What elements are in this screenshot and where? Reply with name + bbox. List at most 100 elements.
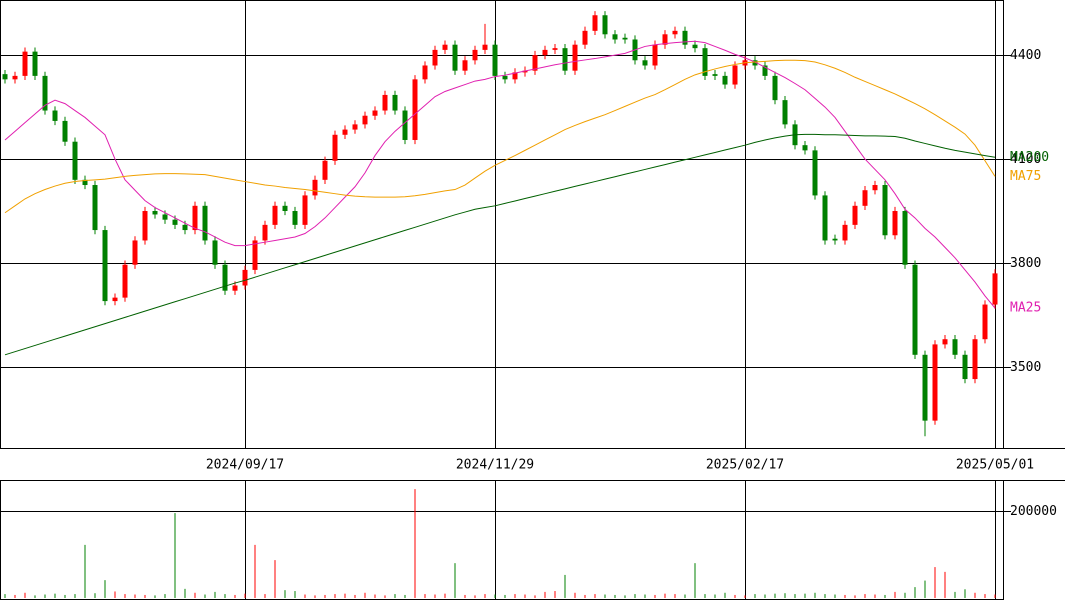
candle-body xyxy=(492,44,498,76)
volume-bar xyxy=(824,594,826,598)
volume-bar xyxy=(664,593,666,598)
volume-bar xyxy=(674,594,676,598)
y-tick-label: 200000 xyxy=(1010,504,1057,519)
candle-body xyxy=(512,72,518,80)
candle-body xyxy=(862,190,868,206)
candle-body xyxy=(452,44,458,71)
volume-bar xyxy=(254,544,256,598)
candle-body xyxy=(322,160,328,180)
ma-label: MA25 xyxy=(1010,301,1041,316)
volume-bar xyxy=(304,594,306,598)
volume-bar xyxy=(324,594,326,598)
volume-bar xyxy=(564,574,566,598)
volume-bar xyxy=(434,594,436,598)
volume-bar xyxy=(524,594,526,598)
candle-body xyxy=(932,344,938,421)
candle-body xyxy=(312,179,318,196)
volume-bar xyxy=(724,592,726,598)
volume-bar xyxy=(4,594,6,598)
volume-bar xyxy=(964,589,966,598)
candle-body xyxy=(382,94,388,111)
candle-body xyxy=(592,15,598,31)
volume-bar xyxy=(44,594,46,598)
candle-body xyxy=(572,44,578,71)
volume-bar xyxy=(924,580,926,598)
volume-bar xyxy=(644,594,646,598)
candle-body xyxy=(442,44,448,50)
y-tick-label: 4100 xyxy=(1010,152,1041,167)
candle-body xyxy=(842,224,848,241)
volume-bar xyxy=(124,594,126,598)
y-tick-label: 4400 xyxy=(1010,48,1041,63)
ma-line xyxy=(4,59,996,214)
volume-bar xyxy=(424,594,426,598)
candle-body xyxy=(802,145,808,151)
candle-body xyxy=(172,219,178,225)
ma-label: MA75 xyxy=(1010,169,1041,184)
x-tick-label: 2025/05/01 xyxy=(956,458,1034,473)
volume-bar xyxy=(474,595,476,598)
candle-body xyxy=(662,34,668,45)
volume-bar xyxy=(614,594,616,598)
volume-bar xyxy=(274,560,276,598)
candle-body xyxy=(692,44,698,49)
candle-body xyxy=(352,124,358,130)
volume-bar xyxy=(494,594,496,598)
candle-body xyxy=(212,240,218,265)
candle-body xyxy=(682,30,688,45)
candle-body xyxy=(12,75,18,80)
volume-bar xyxy=(374,594,376,598)
candle-body xyxy=(422,65,428,80)
volume-bar xyxy=(944,571,946,598)
candle-body xyxy=(262,224,268,241)
y-tick-label: 3500 xyxy=(1010,360,1041,375)
volume-bar xyxy=(864,594,866,598)
volume-bar xyxy=(194,592,196,598)
candle-body xyxy=(362,115,368,125)
volume-bar xyxy=(634,594,636,598)
candle-body xyxy=(912,264,918,355)
candle-body xyxy=(272,205,278,225)
volume-bar xyxy=(954,591,956,598)
y-tick-label: 3800 xyxy=(1010,256,1041,271)
volume-bar xyxy=(234,594,236,598)
candle-body xyxy=(432,49,438,66)
volume-bar xyxy=(834,594,836,598)
volume-bar xyxy=(554,591,556,598)
candle-body xyxy=(902,211,908,265)
volume-bar xyxy=(734,594,736,598)
volume-bar xyxy=(934,567,936,598)
candle-body xyxy=(772,75,778,101)
candle-body xyxy=(472,49,478,61)
volume-bar xyxy=(314,595,316,598)
candle-body xyxy=(2,74,8,80)
x-tick-label: 2024/09/17 xyxy=(206,458,284,473)
candle-body xyxy=(252,240,258,270)
candle-body xyxy=(982,304,988,340)
volume-bar xyxy=(514,594,516,598)
candle-body xyxy=(762,65,768,76)
candle-body xyxy=(32,51,38,76)
candle-body xyxy=(502,75,508,80)
volume-bar xyxy=(744,595,746,598)
candle-body xyxy=(972,339,978,380)
candle-body xyxy=(532,55,538,71)
candle-body xyxy=(232,285,238,291)
candle-body xyxy=(752,60,758,66)
volume-bar xyxy=(604,594,606,598)
volume-bar xyxy=(84,544,86,598)
volume-bar xyxy=(974,592,976,598)
candle-body xyxy=(292,211,298,225)
candle-body xyxy=(992,273,998,305)
candle-body xyxy=(152,211,158,215)
candle-body xyxy=(302,195,308,225)
candle-body xyxy=(622,37,628,40)
candle-body xyxy=(132,240,138,265)
volume-bar xyxy=(484,594,486,598)
candle-body xyxy=(372,110,378,116)
candle-body xyxy=(732,65,738,85)
volume-bar xyxy=(884,594,886,598)
volume-bar xyxy=(784,593,786,598)
volume-bar xyxy=(544,591,546,598)
